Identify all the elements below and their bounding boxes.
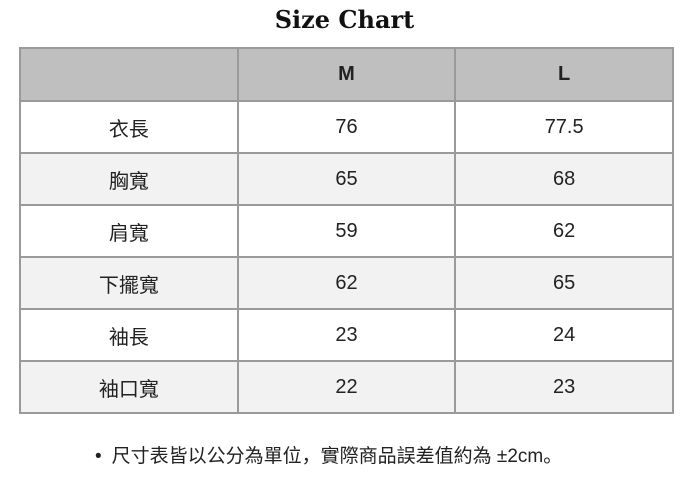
header-blank <box>19 47 239 102</box>
table-row: 胸寬 65 68 <box>19 152 674 206</box>
table-row: 下擺寬 62 65 <box>19 256 674 310</box>
cell-l: 24 <box>454 308 674 362</box>
row-label: 下擺寬 <box>19 256 239 310</box>
size-chart-table: M L 衣長 76 77.5 胸寬 65 68 肩寬 59 62 下擺寬 62 … <box>19 47 674 414</box>
table-header-row: M L <box>19 47 674 102</box>
cell-m: 65 <box>236 152 457 206</box>
row-label: 衣長 <box>19 100 239 154</box>
bullet-icon: • <box>95 446 102 467</box>
cell-m: 22 <box>236 360 457 414</box>
cell-m: 62 <box>236 256 457 310</box>
header-m: M <box>236 47 457 102</box>
cell-m: 23 <box>236 308 457 362</box>
row-label: 袖長 <box>19 308 239 362</box>
cell-l: 68 <box>454 152 674 206</box>
row-label: 肩寬 <box>19 204 239 258</box>
note-text: 尺寸表皆以公分為單位，實際商品誤差值約為 ±2cm。 <box>111 446 563 467</box>
cell-l: 65 <box>454 256 674 310</box>
page-title: Size Chart <box>274 5 415 34</box>
cell-l: 23 <box>454 360 674 414</box>
table-row: 袖長 23 24 <box>19 308 674 362</box>
cell-m: 76 <box>236 100 457 154</box>
cell-l: 62 <box>454 204 674 258</box>
table-row: 肩寬 59 62 <box>19 204 674 258</box>
table-row: 袖口寬 22 23 <box>19 360 674 414</box>
size-note: • 尺寸表皆以公分為單位，實際商品誤差值約為 ±2cm。 <box>95 441 562 468</box>
header-l: L <box>454 47 674 102</box>
table-row: 衣長 76 77.5 <box>19 100 674 154</box>
row-label: 胸寬 <box>19 152 239 206</box>
row-label: 袖口寬 <box>19 360 239 414</box>
cell-m: 59 <box>236 204 457 258</box>
cell-l: 77.5 <box>454 100 674 154</box>
